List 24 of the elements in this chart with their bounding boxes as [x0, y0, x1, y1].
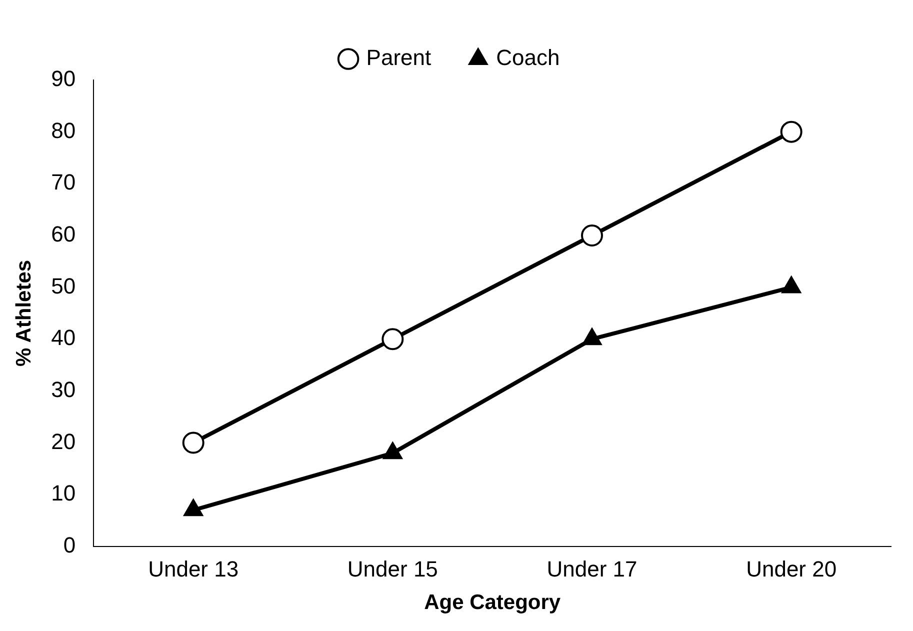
point	[582, 328, 602, 346]
point	[382, 328, 404, 350]
y-tick-label: 80	[51, 118, 76, 143]
legend-label: Parent	[366, 45, 432, 70]
x-tick-label: Under 15	[347, 556, 438, 582]
point	[184, 499, 203, 516]
x-axis-title: Age Category	[424, 591, 561, 614]
y-tick-label: 40	[51, 325, 76, 350]
y-tick-label: 10	[51, 480, 76, 506]
y-tick-label: 70	[51, 170, 76, 195]
y-tick-label: 30	[51, 376, 76, 402]
point	[780, 120, 802, 143]
y-axis-title: % Athletes	[12, 260, 36, 366]
point	[383, 442, 402, 460]
legend-label: Coach	[496, 45, 560, 70]
x-tick-label: Under 13	[148, 556, 239, 582]
x-tick-label: Under 17	[546, 556, 638, 582]
y-tick-label: 0	[63, 532, 76, 558]
y-tick-label: 90	[51, 66, 76, 92]
y-tick-label: 60	[51, 222, 76, 247]
y-tick-label: 20	[51, 428, 76, 454]
point	[581, 224, 603, 246]
y-tick-label: 50	[51, 273, 76, 298]
x-tick-label: Under 20	[746, 556, 837, 582]
